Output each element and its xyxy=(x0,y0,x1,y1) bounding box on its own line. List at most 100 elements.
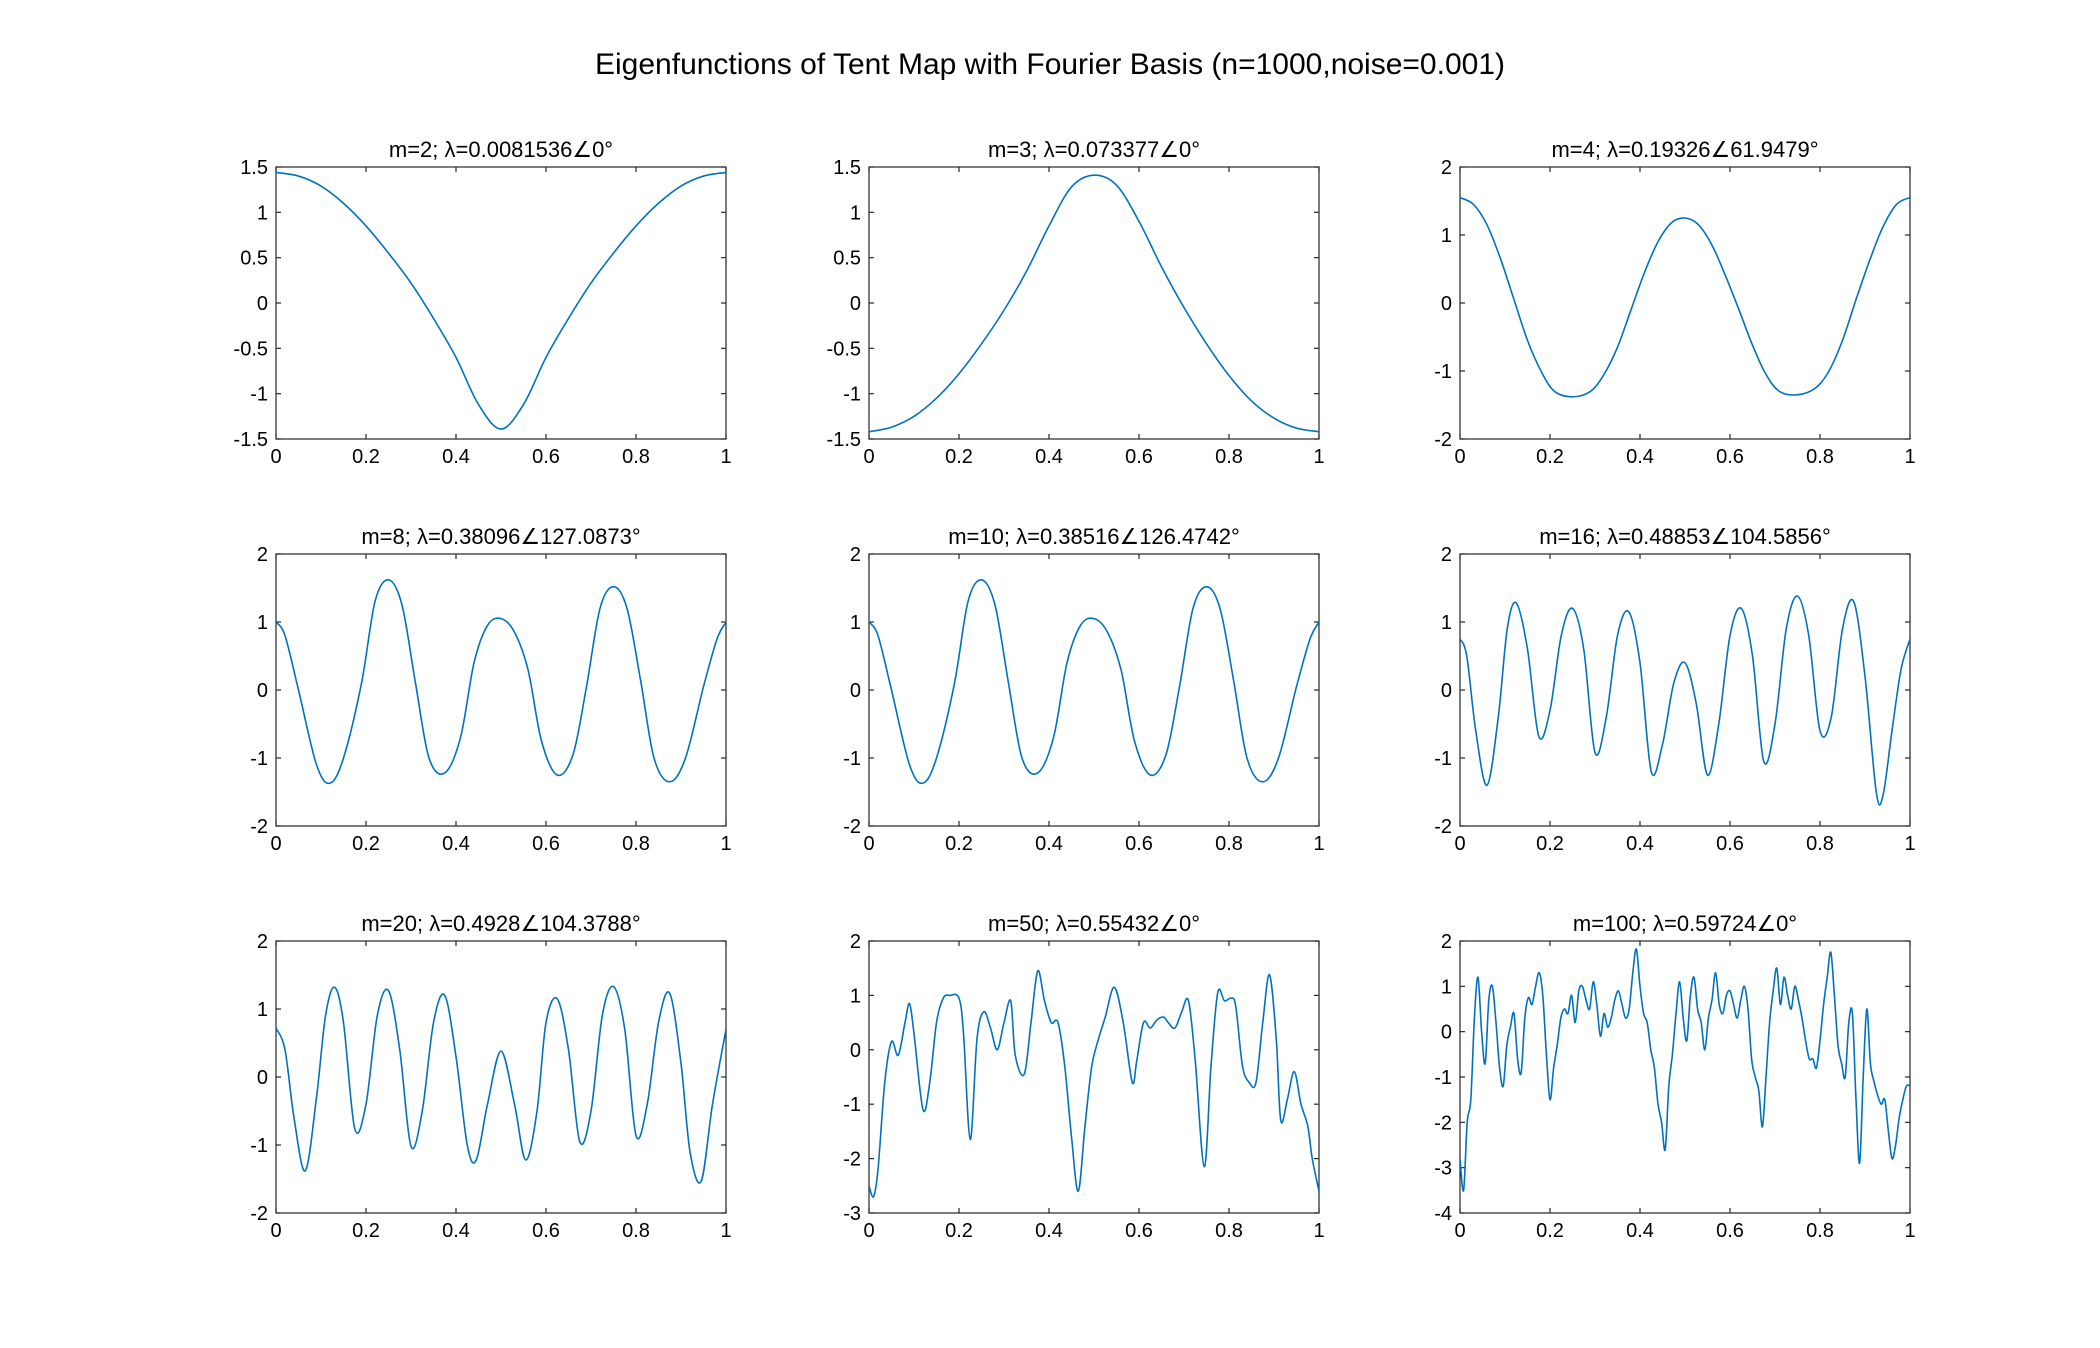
series-line xyxy=(1460,595,1910,806)
y-tick-label: -2 xyxy=(250,816,268,838)
x-tick-label: 0.4 xyxy=(442,446,470,468)
axes-box xyxy=(275,553,727,827)
y-tick-label: -2 xyxy=(843,816,861,838)
x-tick-label: 0 xyxy=(1454,1220,1465,1242)
x-tick-label: 1 xyxy=(720,446,731,468)
y-tick-label: -1.5 xyxy=(827,429,861,451)
series-line xyxy=(276,985,726,1184)
subplot-9: m=100; λ=0.59724∠0° 0 0.2 0.4 0.6 0.8 1 -4 -3 -2 -… xyxy=(1434,911,1915,1242)
x-tick-label: 1 xyxy=(1904,1220,1915,1242)
y-tick-label: -2 xyxy=(250,1203,268,1225)
y-tick-label: -1 xyxy=(1434,361,1452,383)
axes-box xyxy=(1459,940,1911,1214)
y-tick-label: 1 xyxy=(1441,976,1452,998)
x-tick-label: 0.6 xyxy=(532,1220,560,1242)
x-tick-label: 0.4 xyxy=(442,1220,470,1242)
subplot-3: m=4; λ=0.19326∠61.9479° 0 0.2 0.4 0.6 0.8 1 -2 -… xyxy=(1434,137,1915,468)
subplot-6: m=16; λ=0.48853∠104.5856° 0 0.2 0.4 0.6 0.8 1 -… xyxy=(1434,524,1915,855)
x-tick-label: 0 xyxy=(270,446,281,468)
x-tick-label: 1 xyxy=(1313,1220,1324,1242)
series-line xyxy=(276,171,726,430)
y-tick-label: 2 xyxy=(1441,931,1452,953)
y-tick-label: -1 xyxy=(1434,748,1452,770)
axes-box xyxy=(275,166,727,440)
y-tick-label: 0 xyxy=(1441,1022,1452,1044)
x-tick-label: 0.4 xyxy=(1035,446,1063,468)
x-tick-label: 0.6 xyxy=(1125,833,1153,855)
x-tick-label: 0 xyxy=(863,1220,874,1242)
x-tick-label: 0.4 xyxy=(1626,1220,1654,1242)
x-tick-label: 1 xyxy=(1904,833,1915,855)
y-tick-label: 0 xyxy=(257,680,268,702)
subplot-title: m=8; λ=0.38096∠127.0873° xyxy=(361,524,640,549)
series-line xyxy=(869,174,1319,433)
axes-box xyxy=(868,940,1320,1214)
x-tick-label: 0.6 xyxy=(1125,446,1153,468)
x-tick-label: 1 xyxy=(1313,833,1324,855)
x-tick-label: 0.2 xyxy=(945,1220,973,1242)
x-tick-label: 0.4 xyxy=(1035,1220,1063,1242)
y-tick-label: -2 xyxy=(1434,816,1452,838)
y-tick-label: 0.5 xyxy=(240,248,268,270)
y-tick-label: 0 xyxy=(850,1040,861,1062)
x-tick-label: 1 xyxy=(1904,446,1915,468)
y-tick-label: 2 xyxy=(257,544,268,566)
x-tick-label: 0.8 xyxy=(1215,833,1243,855)
x-tick-label: 0 xyxy=(863,446,874,468)
y-tick-label: -1 xyxy=(843,1094,861,1116)
y-tick-label: -1.5 xyxy=(234,429,268,451)
y-tick-label: -0.5 xyxy=(827,338,861,360)
x-tick-label: 0.8 xyxy=(1215,446,1243,468)
subplot-title: m=20; λ=0.4928∠104.3788° xyxy=(361,911,640,936)
x-tick-label: 0.2 xyxy=(352,1220,380,1242)
subplot-2: m=3; λ=0.073377∠0° 0 0.2 0.4 0.6 0.8 1 -1.5 -1 -0… xyxy=(827,137,1325,468)
subplot-title: m=3; λ=0.073377∠0° xyxy=(988,137,1200,162)
subplot-title: m=100; λ=0.59724∠0° xyxy=(1573,911,1797,936)
subplot-title: m=2; λ=0.0081536∠0° xyxy=(389,137,613,162)
x-tick-label: 0.6 xyxy=(532,446,560,468)
subplot-title: m=16; λ=0.48853∠104.5856° xyxy=(1539,524,1831,549)
y-tick-label: 1 xyxy=(257,999,268,1021)
y-tick-label: -1 xyxy=(843,748,861,770)
axes-box xyxy=(1459,166,1911,440)
series-line xyxy=(1460,196,1910,398)
y-tick-label: 0 xyxy=(850,680,861,702)
y-tick-label: -1 xyxy=(250,384,268,406)
series-line xyxy=(869,970,1319,1198)
x-tick-label: 0.6 xyxy=(1716,1220,1744,1242)
x-tick-label: 0 xyxy=(270,833,281,855)
x-tick-label: 1 xyxy=(720,1220,731,1242)
subplot-8: m=50; λ=0.55432∠0° 0 0.2 0.4 0.6 0.8 1 -3 -2 -1 0 1… xyxy=(843,911,1324,1242)
subplot-5: m=10; λ=0.38516∠126.4742° 0 0.2 0.4 0.6 0.8 1 -… xyxy=(843,524,1324,855)
y-tick-label: -1 xyxy=(250,1135,268,1157)
x-tick-label: 0.8 xyxy=(1806,446,1834,468)
x-tick-label: 0.6 xyxy=(1716,833,1744,855)
x-tick-label: 0.8 xyxy=(622,1220,650,1242)
y-tick-label: 2 xyxy=(257,931,268,953)
subplot-title: m=4; λ=0.19326∠61.9479° xyxy=(1551,137,1818,162)
y-tick-label: -0.5 xyxy=(234,338,268,360)
x-tick-label: 1 xyxy=(720,833,731,855)
y-tick-label: -1 xyxy=(1434,1067,1452,1089)
y-tick-label: 0 xyxy=(1441,680,1452,702)
x-tick-label: 0 xyxy=(1454,446,1465,468)
y-tick-label: 1 xyxy=(850,202,861,224)
subplot-title: m=50; λ=0.55432∠0° xyxy=(988,911,1200,936)
x-tick-label: 0.4 xyxy=(1626,446,1654,468)
y-tick-label: 0 xyxy=(257,1067,268,1089)
y-tick-label: 0 xyxy=(850,293,861,315)
x-tick-label: 0.8 xyxy=(622,446,650,468)
x-tick-label: 0.8 xyxy=(1806,1220,1834,1242)
x-tick-label: 0.8 xyxy=(1806,833,1834,855)
y-tick-label: 2 xyxy=(850,931,861,953)
y-tick-label: 0 xyxy=(1441,293,1452,315)
subplot-1: m=2; λ=0.0081536∠0° 0 0.2 0.4 0.6 0.8 1 -1.5 -1 -… xyxy=(234,137,732,468)
axes-box xyxy=(868,553,1320,827)
y-tick-label: 2 xyxy=(1441,544,1452,566)
x-tick-label: 0.2 xyxy=(1536,446,1564,468)
y-tick-label: -2 xyxy=(843,1149,861,1171)
x-tick-label: 0.4 xyxy=(442,833,470,855)
y-tick-label: 1 xyxy=(850,612,861,634)
